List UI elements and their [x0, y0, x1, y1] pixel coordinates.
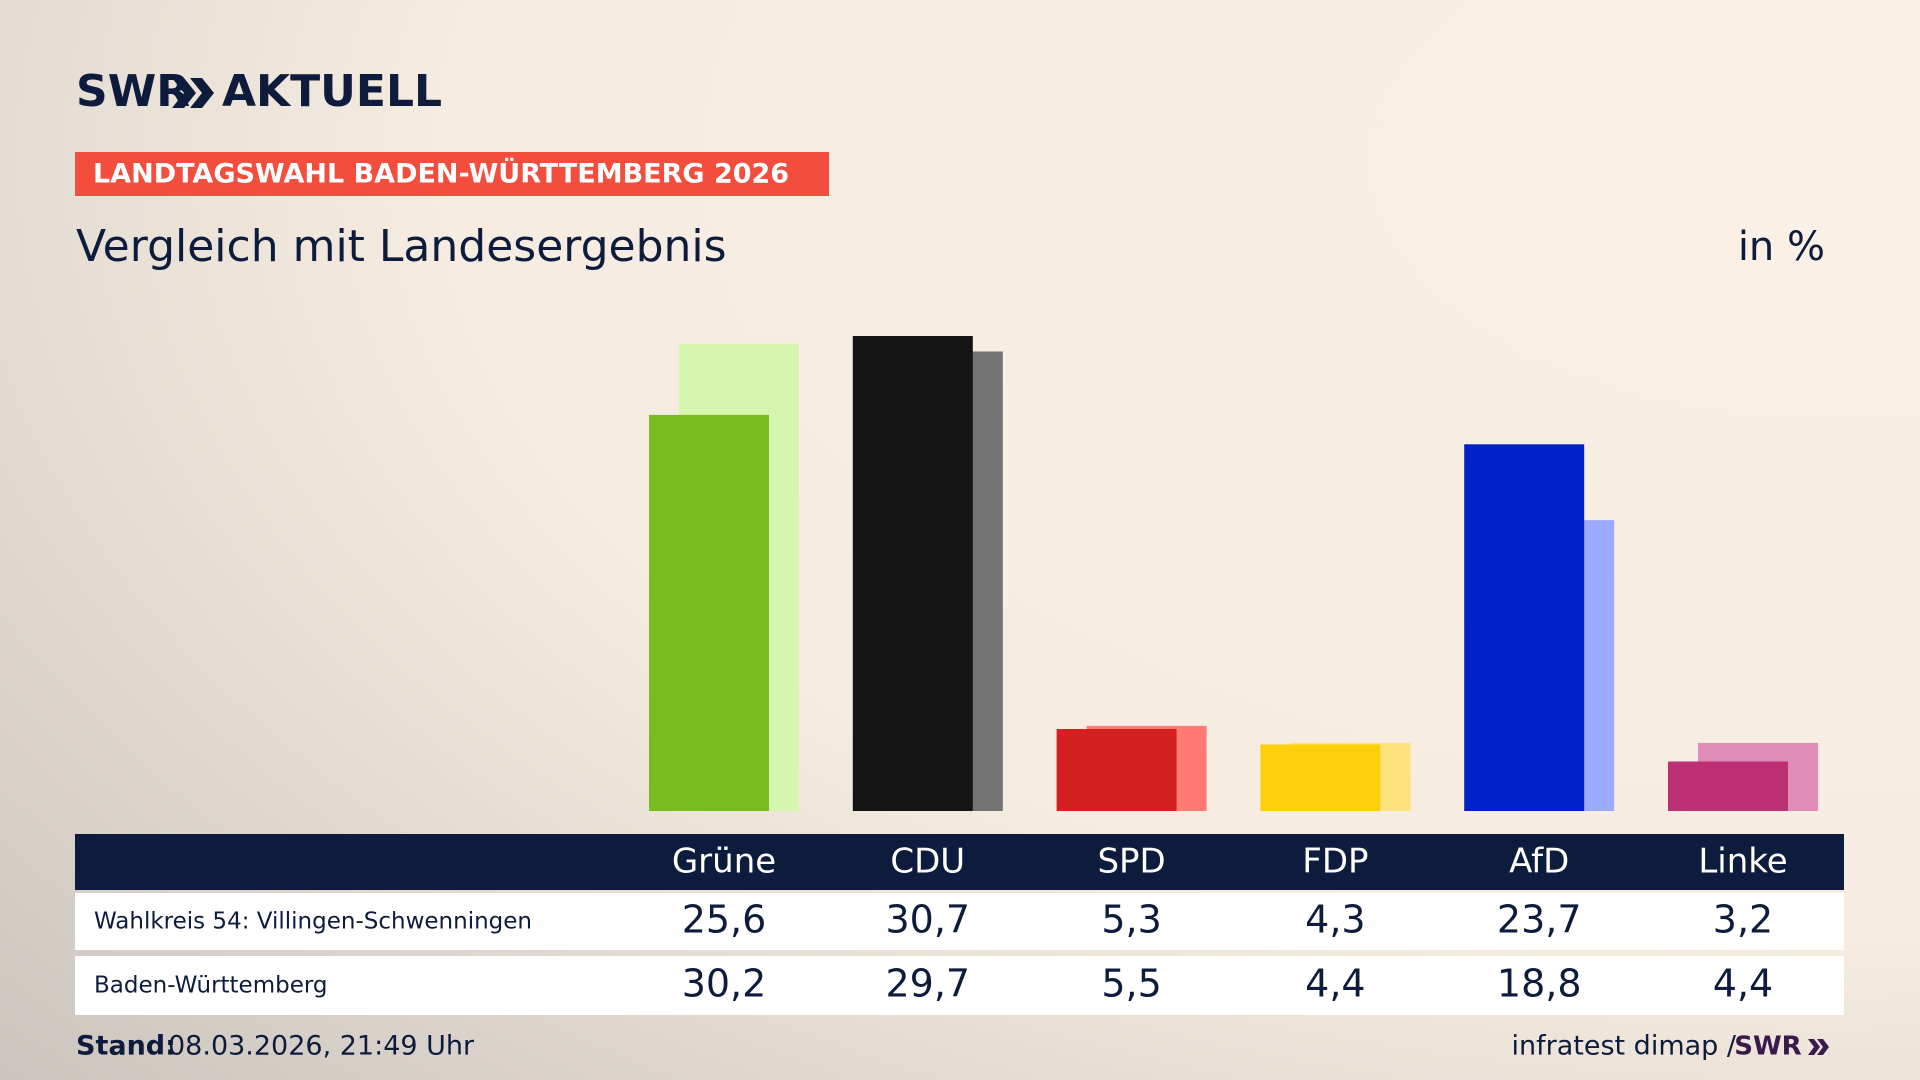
- value-label: 4,4: [1305, 962, 1365, 1006]
- chart-title: Vergleich mit Landesergebnis: [76, 221, 727, 272]
- bar: [852, 336, 973, 811]
- value-label: 4,4: [1713, 962, 1773, 1006]
- table-row: [75, 956, 1844, 1015]
- banner-text: LANDTAGSWAHL BADEN-WÜRTTEMBERG 2026: [93, 157, 789, 190]
- category-label: CDU: [890, 842, 965, 882]
- logo-brand: SWR: [76, 66, 190, 117]
- value-label: 5,3: [1101, 898, 1161, 942]
- bar: [649, 414, 769, 811]
- value-label: 25,6: [682, 898, 767, 942]
- source: infratest dimap /: [1511, 1031, 1736, 1062]
- logo-chevrons: [172, 78, 214, 108]
- table-row: [75, 893, 1844, 950]
- value-label: 5,5: [1101, 962, 1161, 1006]
- footer-logo-chevrons: [1808, 1039, 1829, 1055]
- value-label: 30,2: [682, 962, 767, 1006]
- value-label: 4,3: [1305, 898, 1365, 942]
- row-label: Wahlkreis 54: Villingen-Schwenningen: [94, 909, 532, 935]
- bar: [1668, 761, 1788, 811]
- logo-product: AKTUELL: [222, 66, 442, 117]
- value-label: 29,7: [885, 962, 970, 1006]
- unit: in %: [1738, 224, 1825, 270]
- value-label: 18,8: [1497, 962, 1582, 1006]
- row-label: Baden-Württemberg: [94, 973, 328, 999]
- banner-bg: [75, 152, 829, 196]
- value-label: 23,7: [1497, 898, 1582, 942]
- category-label: AfD: [1509, 842, 1569, 882]
- category-label: Grüne: [672, 842, 776, 882]
- bar: [1056, 728, 1177, 811]
- stand-label: Stand:: [76, 1031, 176, 1062]
- value-label: 3,2: [1713, 898, 1773, 942]
- stand: 08.03.2026, 21:49 Uhr: [168, 1031, 475, 1062]
- value-label: 30,7: [885, 898, 970, 942]
- bar: [1260, 744, 1381, 811]
- bar: [1464, 444, 1585, 811]
- category-label: SPD: [1097, 842, 1165, 882]
- table-header: [75, 834, 1844, 890]
- category-label: Linke: [1698, 842, 1787, 882]
- category-label: FDP: [1302, 842, 1368, 882]
- footer-logo: SWR: [1734, 1032, 1801, 1062]
